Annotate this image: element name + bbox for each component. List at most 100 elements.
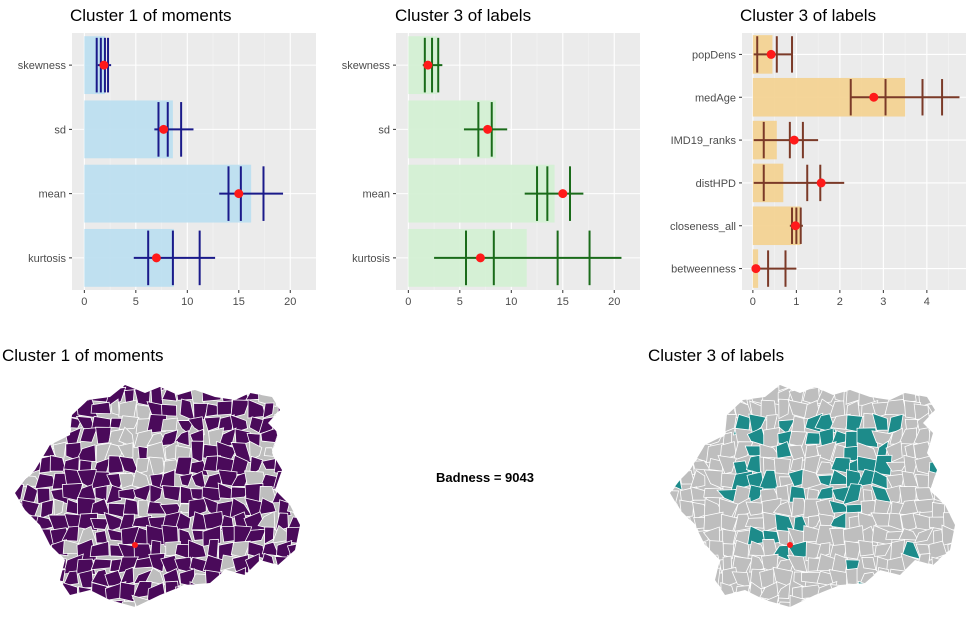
map-region xyxy=(960,527,965,544)
map-region xyxy=(690,389,708,400)
map-region xyxy=(691,570,707,587)
map-region xyxy=(307,582,310,598)
data-point xyxy=(558,189,568,199)
map-region xyxy=(816,441,837,462)
map-region xyxy=(889,568,907,589)
map-region xyxy=(263,447,274,457)
map-region xyxy=(216,596,237,607)
x-tick-label: 10 xyxy=(181,296,193,308)
map-region xyxy=(75,484,97,502)
map-region xyxy=(876,567,890,585)
map-region xyxy=(691,385,712,393)
map-region xyxy=(301,600,310,610)
category-label: betweenness xyxy=(671,264,736,276)
map-region xyxy=(62,570,79,587)
map-region xyxy=(722,543,735,559)
map-region xyxy=(943,485,955,499)
map-region xyxy=(216,400,233,416)
map-region xyxy=(778,398,790,420)
map-region xyxy=(900,385,916,392)
map-region xyxy=(877,601,893,607)
map-region xyxy=(842,483,862,506)
map-region xyxy=(107,455,124,474)
map-cluster3-labels xyxy=(669,384,965,610)
map-region xyxy=(94,530,108,544)
map-region xyxy=(305,486,310,500)
map-region xyxy=(148,552,166,573)
data-point xyxy=(869,92,879,102)
map-region xyxy=(22,429,41,449)
map-region xyxy=(216,385,237,390)
map-region xyxy=(676,600,695,607)
map-region xyxy=(670,440,680,461)
map-region xyxy=(189,460,209,477)
map-region xyxy=(245,385,264,390)
map-region xyxy=(942,454,955,473)
map-region xyxy=(929,609,946,610)
map-region xyxy=(164,595,179,607)
map-region xyxy=(201,583,219,602)
x-tick-label: 20 xyxy=(608,296,620,308)
map-region xyxy=(221,585,237,600)
map-region xyxy=(954,442,955,458)
map-region xyxy=(15,385,25,393)
map-region xyxy=(843,595,863,607)
chart-labels-cluster3-moments: skewness sd mean kurtosis 0 5 10 15 20 xyxy=(342,33,640,308)
map-region xyxy=(33,571,57,589)
map-region xyxy=(913,526,935,544)
map-region xyxy=(80,385,94,392)
map-region xyxy=(19,413,42,433)
map-region xyxy=(272,385,290,402)
x-tick-label: 2 xyxy=(837,296,843,308)
map-region xyxy=(670,599,682,607)
chart-moments-cluster1: skewness sd mean kurtosis 0 5 10 15 20 xyxy=(18,33,316,308)
chart-labels-cluster3-vars: popDens medAge IMD19_ranks distHPD closeness… xyxy=(670,33,966,308)
map-region xyxy=(957,585,965,598)
map-region xyxy=(886,599,907,607)
map-region xyxy=(306,528,310,547)
map-region xyxy=(745,501,764,516)
map-region xyxy=(232,594,251,607)
map-region xyxy=(915,568,932,583)
map-region xyxy=(179,473,194,487)
data-point xyxy=(766,49,776,59)
map-region xyxy=(913,596,936,607)
map-region xyxy=(249,440,263,461)
map-region xyxy=(285,526,300,545)
category-label: mean xyxy=(362,189,390,201)
map-region xyxy=(689,400,711,419)
map-region xyxy=(90,471,111,490)
map-region xyxy=(21,385,41,391)
map-region xyxy=(90,401,112,415)
map-region xyxy=(118,415,140,430)
badness-label: Badness = 9043 xyxy=(436,470,534,485)
x-tick-label: 10 xyxy=(505,296,517,308)
map-region xyxy=(61,525,80,542)
map-region xyxy=(747,599,766,607)
map-region xyxy=(801,469,822,491)
x-tick-label: 3 xyxy=(880,296,886,308)
map-region xyxy=(958,430,965,447)
map-region xyxy=(942,597,955,607)
map-region xyxy=(149,484,163,506)
map-region xyxy=(763,427,781,449)
map-region xyxy=(302,413,310,432)
map-region xyxy=(229,414,248,434)
map-region xyxy=(15,460,24,473)
map-region xyxy=(62,385,80,393)
map-region xyxy=(302,609,310,610)
map-region xyxy=(789,385,808,392)
data-point xyxy=(159,124,169,134)
map-region xyxy=(174,456,193,477)
map-region xyxy=(830,598,848,607)
map-region xyxy=(161,485,181,502)
map-region xyxy=(928,385,944,387)
map-region xyxy=(34,426,52,449)
map-region xyxy=(680,414,695,435)
panel-background xyxy=(742,33,966,290)
map-region xyxy=(872,385,893,391)
map-region xyxy=(703,567,721,590)
map-region xyxy=(954,385,955,391)
x-tick-label: 15 xyxy=(557,296,569,308)
map-region xyxy=(885,530,904,541)
